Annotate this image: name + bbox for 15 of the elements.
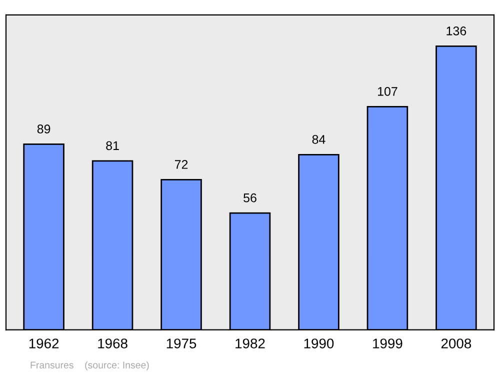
x-tick-label: 1990: [304, 338, 334, 348]
data-label: 72: [174, 160, 188, 169]
data-label: 136: [446, 26, 466, 36]
x-tick-label: 1962: [29, 338, 59, 348]
text: Fransures (source: Insee): [30, 361, 149, 370]
x-tick-label: 2008: [441, 338, 472, 348]
x-tick-label: 1982: [236, 338, 265, 348]
data-label: 84: [312, 134, 326, 144]
data-label: 56: [244, 193, 256, 202]
x-tick-label: 1968: [98, 338, 128, 348]
x-tick-label: 1975: [166, 338, 196, 348]
data-label: 81: [106, 141, 119, 150]
data-label: 89: [37, 124, 50, 134]
data-label: 107: [378, 87, 398, 96]
x-tick-label: 1999: [373, 338, 402, 348]
